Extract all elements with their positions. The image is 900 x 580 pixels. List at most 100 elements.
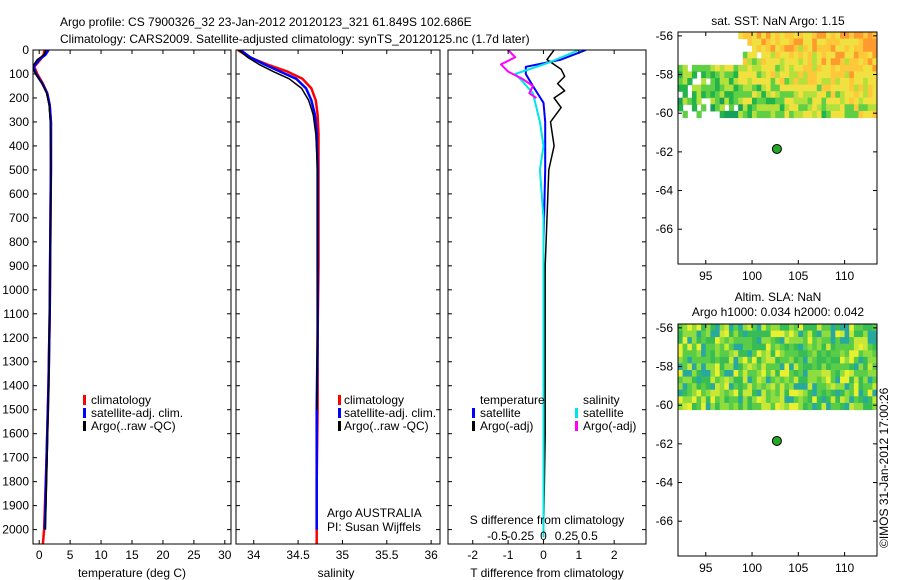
map-cell (789, 45, 795, 53)
map-cell (816, 383, 823, 391)
map-cell (696, 396, 702, 404)
map-cell (826, 91, 832, 99)
map-cell (840, 383, 846, 391)
map-cell (742, 84, 749, 92)
legend-label-s-argo: Argo(-adj) (583, 419, 636, 433)
map-cell (816, 343, 823, 351)
map-cell (863, 104, 869, 112)
map-cell (830, 337, 836, 345)
map-cell (733, 324, 739, 332)
map-cell (816, 91, 823, 99)
map-cell (807, 84, 813, 92)
map-cell (770, 324, 776, 332)
map-cell (840, 370, 846, 378)
map-cell (719, 324, 725, 332)
map-cell (849, 396, 855, 404)
map-cell (710, 91, 716, 99)
map-cell (803, 45, 809, 53)
map-cell (853, 38, 860, 46)
map-cell (858, 32, 864, 40)
map-cell (835, 337, 841, 345)
map-cell (872, 110, 877, 119)
x-tick-label: 34.5 (286, 548, 310, 562)
map-cell (807, 78, 813, 86)
map-cell (775, 330, 781, 338)
map-cell (691, 324, 698, 332)
map-cell (705, 350, 712, 358)
map-cell (691, 363, 698, 371)
map-cell (775, 64, 781, 73)
map-cell (816, 350, 823, 358)
map-cell (682, 324, 688, 332)
map-cell (761, 91, 767, 99)
y-tick-label: 800 (9, 235, 29, 249)
map-cell (678, 370, 684, 378)
map-cell (779, 64, 786, 73)
map-cell (678, 337, 684, 345)
map-cell (765, 51, 772, 59)
y-tick-label: 700 (9, 211, 29, 225)
map-cell (789, 97, 795, 105)
map-cell (733, 350, 739, 358)
map-cell (784, 324, 790, 332)
map-cell (863, 356, 869, 365)
map-cell (830, 376, 836, 384)
map-cell (863, 383, 869, 391)
map-cell (853, 343, 860, 351)
map-cell (793, 324, 799, 332)
map-cell (798, 330, 804, 338)
map-cell (724, 71, 730, 79)
map-cell (765, 64, 772, 73)
map-cell (821, 376, 827, 384)
map-cell (779, 376, 786, 384)
map-cell (821, 64, 827, 73)
map-cell (821, 84, 827, 92)
map-cell (872, 58, 877, 66)
legend-header-temperature: temperature (480, 393, 545, 407)
map-cell (821, 396, 827, 404)
map-cell (738, 402, 744, 411)
x-tick-label: 36 (424, 548, 438, 562)
map-cell (784, 343, 790, 351)
map-cell (775, 91, 781, 99)
map-cell (738, 91, 744, 99)
map-cell (858, 110, 864, 119)
map-cell (853, 110, 860, 119)
map-cell (835, 71, 841, 79)
map-cell (793, 383, 799, 391)
map-cell (770, 78, 776, 86)
map-cell (724, 91, 730, 99)
map-cell (830, 97, 836, 105)
legend-label-climatology: climatology (91, 393, 151, 407)
map-cell (738, 71, 744, 79)
map-cell (784, 110, 790, 119)
map-cell (830, 64, 836, 73)
salinity-series (237, 50, 320, 544)
map-cell (752, 84, 758, 92)
map-cell (807, 97, 813, 105)
map-cell (858, 324, 864, 332)
map-cell (830, 91, 836, 99)
map-cell (867, 51, 873, 59)
map-cell (770, 32, 776, 40)
map-cell (840, 104, 846, 112)
map-cell (826, 356, 832, 365)
map-cell (775, 45, 781, 53)
map-cell (840, 58, 846, 66)
map-cell (682, 396, 688, 404)
map-cell (775, 350, 781, 358)
map-cell (821, 356, 827, 365)
map-cell (835, 389, 841, 397)
map-cell (682, 389, 688, 397)
map-cell (682, 383, 688, 391)
figure-title-line2: Climatology: CARS2009. Satellite-adjuste… (60, 32, 530, 46)
map-cell (807, 376, 813, 384)
map-cell (867, 38, 873, 46)
map-cell (761, 337, 767, 345)
map-cell (789, 383, 795, 391)
map-cell (779, 110, 786, 119)
map-cell (803, 71, 809, 79)
map-cell (793, 104, 799, 112)
map-cell (756, 104, 762, 112)
map-cell (687, 343, 693, 351)
